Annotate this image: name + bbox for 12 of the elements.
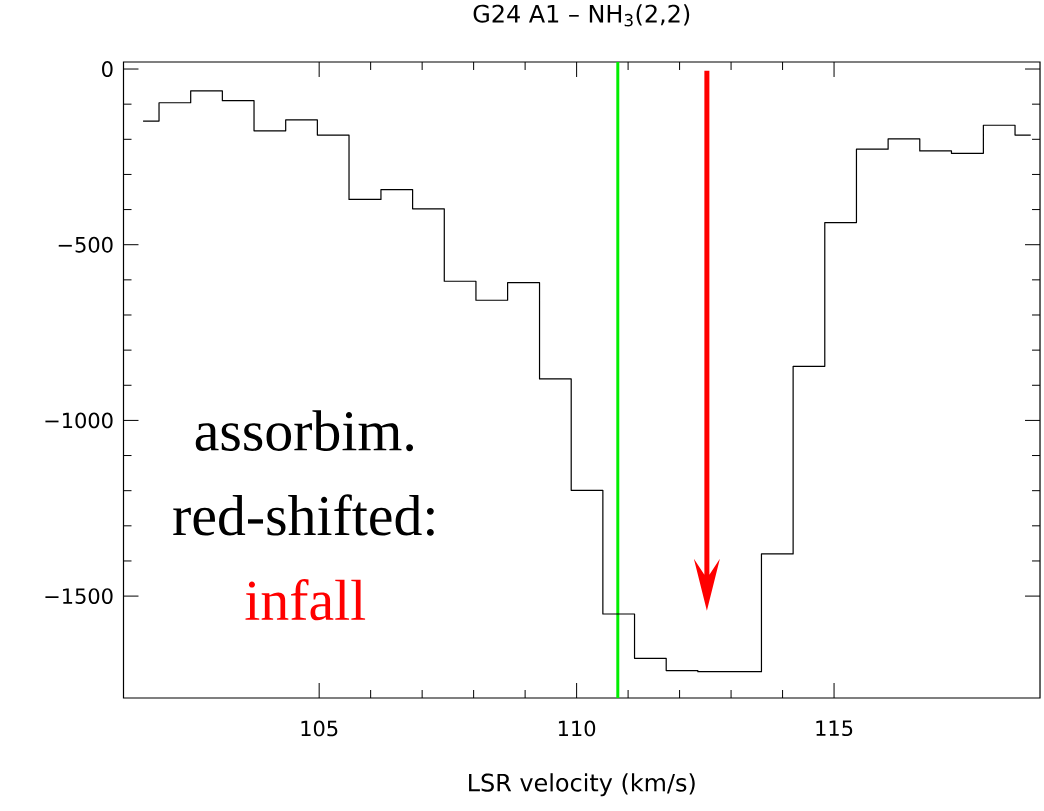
- annotation: red-shifted:: [173, 494, 434, 536]
- annotation: infall: [245, 579, 366, 621]
- y-tick-label: −500: [58, 236, 113, 253]
- chart-title: G24 A1 – NH$_{3}$(2,2): [473, 4, 690, 27]
- x-tick-label: 115: [816, 720, 853, 737]
- annotation: assorbim.: [195, 410, 414, 452]
- y-tick-label: −1000: [45, 412, 113, 429]
- x-tick-label: 105: [301, 720, 338, 737]
- y-tick-label: −1500: [45, 588, 113, 605]
- y-tick-label: 0: [102, 61, 113, 77]
- x-tick-label: 110: [558, 720, 596, 737]
- x-axis-title: LSR velocity (km/s): [469, 773, 695, 797]
